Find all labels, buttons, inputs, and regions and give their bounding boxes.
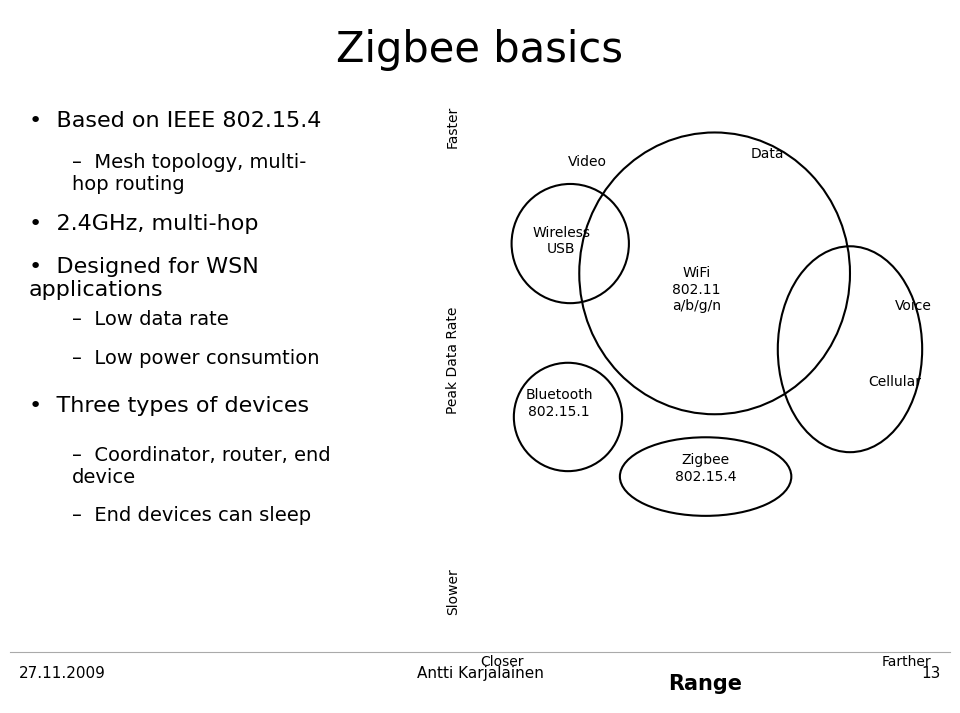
Text: Range: Range [668, 674, 743, 694]
Text: Zigbee
802.15.4: Zigbee 802.15.4 [675, 453, 736, 483]
Text: –  Low data rate: – Low data rate [72, 310, 228, 329]
Text: Zigbee basics: Zigbee basics [337, 29, 623, 71]
Text: Faster: Faster [445, 106, 460, 148]
Text: Peak Data Rate: Peak Data Rate [446, 307, 460, 414]
Text: WiFi
802.11
a/b/g/n: WiFi 802.11 a/b/g/n [672, 267, 721, 313]
Text: Cellular: Cellular [868, 375, 921, 389]
Text: –  Low power consumtion: – Low power consumtion [72, 349, 320, 369]
Text: Video: Video [568, 155, 607, 169]
Text: •  Three types of devices: • Three types of devices [29, 396, 309, 416]
Text: Slower: Slower [445, 568, 460, 615]
Text: –  Mesh topology, multi-
hop routing: – Mesh topology, multi- hop routing [72, 153, 306, 195]
Text: Bluetooth
802.15.1: Bluetooth 802.15.1 [525, 389, 592, 419]
Text: Closer: Closer [480, 655, 523, 670]
Text: •  Designed for WSN
applications: • Designed for WSN applications [29, 257, 258, 300]
Text: –  Coordinator, router, end
device: – Coordinator, router, end device [72, 446, 330, 487]
Text: –  End devices can sleep: – End devices can sleep [72, 506, 311, 525]
Text: 13: 13 [922, 666, 941, 682]
Text: Antti Karjalainen: Antti Karjalainen [417, 666, 543, 682]
Text: 27.11.2009: 27.11.2009 [19, 666, 106, 682]
Text: •  2.4GHz, multi-hop: • 2.4GHz, multi-hop [29, 214, 258, 234]
Text: •  Based on IEEE 802.15.4: • Based on IEEE 802.15.4 [29, 111, 322, 130]
Text: Voice: Voice [895, 299, 932, 313]
Text: Farther: Farther [881, 655, 931, 670]
Text: Data: Data [751, 147, 784, 161]
Text: Wireless
USB: Wireless USB [532, 226, 590, 256]
